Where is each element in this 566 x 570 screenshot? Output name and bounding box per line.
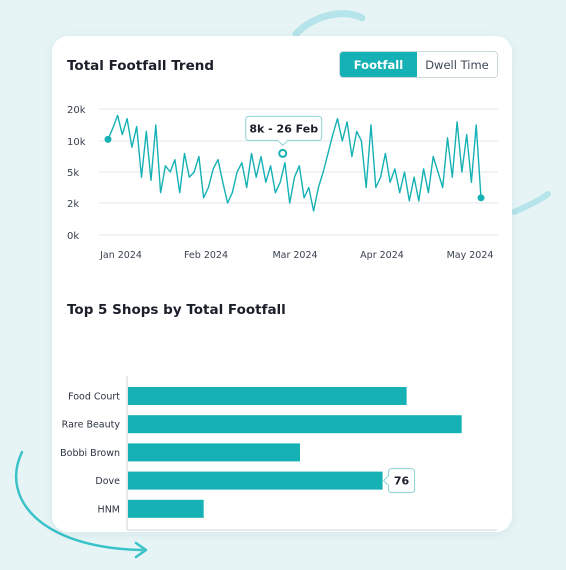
category-label: Rare Beauty — [62, 420, 121, 431]
tooltip: 8k - 26 Feb — [245, 115, 323, 147]
bar — [128, 415, 462, 434]
bar-tooltip-label: 76 — [394, 475, 410, 488]
y-tick-label: 10k — [67, 137, 86, 148]
bar-tooltip: 76 — [382, 468, 416, 494]
decor-arrow-head — [134, 541, 148, 559]
bar — [128, 471, 383, 490]
y-tick-label: 20k — [67, 105, 86, 116]
category-label: Dove — [95, 476, 120, 487]
tooltip-marker — [278, 148, 288, 158]
x-tick-label: May 2024 — [447, 250, 494, 261]
decor-curve-right — [511, 191, 551, 215]
bar-tooltip-pointer-mask — [387, 476, 390, 485]
line-chart-title: Total Footfall Trend — [67, 58, 215, 74]
category-label: HNM — [98, 504, 120, 515]
x-tick-label: Jan 2024 — [99, 250, 142, 261]
tooltip-pointer-mask — [278, 139, 287, 142]
decor-curve-top — [292, 10, 366, 38]
category-label: Food Court — [68, 392, 120, 403]
footfall-series-line — [107, 114, 482, 212]
series-end-point — [477, 194, 485, 202]
bar — [128, 499, 204, 518]
y-tick-label: 5k — [67, 168, 79, 179]
x-tick-label: Feb 2024 — [184, 250, 228, 261]
bar — [128, 387, 407, 405]
bar-chart-title: Top 5 Shops by Total Footfall — [67, 302, 286, 318]
category-label: Bobbi Brown — [60, 448, 120, 459]
toggle-dwell-time[interactable]: Dwell Time — [416, 52, 497, 77]
dashboard-card: Total Footfall Trend Footfall Dwell Time… — [52, 36, 512, 532]
toggle-footfall[interactable]: Footfall — [340, 52, 417, 77]
series-start-point — [104, 135, 112, 143]
y-tick-label: 0k — [67, 231, 79, 242]
decor-curve-bottom — [14, 450, 144, 552]
tooltip-pointer — [277, 140, 289, 147]
bar — [128, 443, 300, 462]
bar-tooltip-pointer — [382, 475, 389, 486]
footfall-line-chart: 0k 2k 5k 10k 20k Jan 2024 Feb 2024 Mar 2024 Apr … — [67, 105, 498, 261]
x-tick-label: Mar 2024 — [272, 250, 317, 261]
x-tick-label: Apr 2024 — [360, 250, 404, 261]
y-tick-label: 2k — [67, 199, 79, 210]
tooltip-label: 8k - 26 Feb — [249, 122, 318, 135]
metric-toggle: Footfall Dwell Time — [339, 51, 498, 78]
